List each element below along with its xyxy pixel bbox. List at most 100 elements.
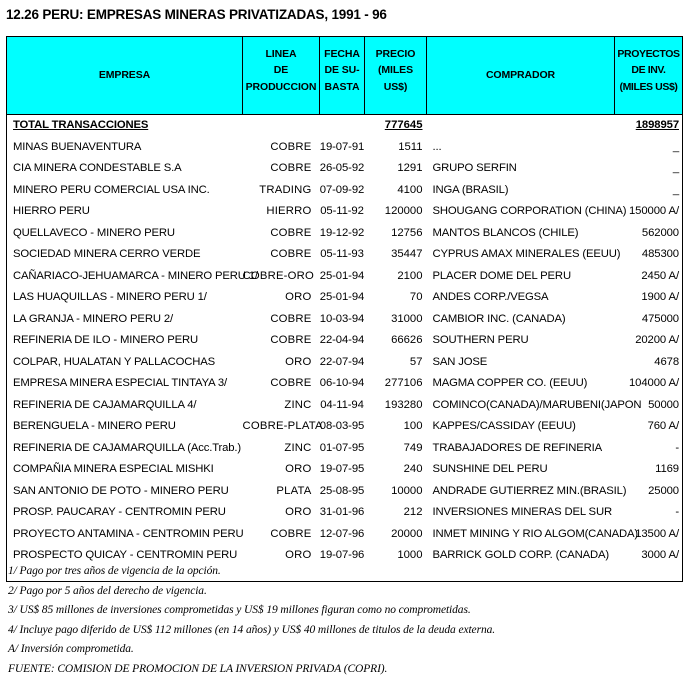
footnote: 2/ Pago por 5 años del derecho de vigenc… bbox=[8, 582, 684, 602]
cell-comprador bbox=[427, 115, 615, 137]
cell-fecha: 19-12-92 bbox=[320, 223, 365, 245]
cell-empresa: REFINERIA DE ILO - MINERO PERU bbox=[7, 330, 243, 352]
table-row: REFINERIA DE CAJAMARQUILLA (Acc.Trab.)ZI… bbox=[7, 438, 683, 460]
cell-comprador: SHOUGANG CORPORATION (CHINA) bbox=[427, 201, 615, 223]
cell-fecha: 25-01-94 bbox=[320, 266, 365, 288]
footnote: 4/ Incluye pago diferido de US$ 112 mill… bbox=[8, 621, 684, 641]
footnote: 1/ Pago por tres años de vigencia de la … bbox=[8, 562, 684, 582]
cell-empresa: HIERRO PERU bbox=[7, 201, 243, 223]
cell-precio: 277106 bbox=[365, 373, 427, 395]
cell-precio: 20000 bbox=[365, 524, 427, 546]
cell-linea: COBRE-PLATA bbox=[243, 416, 320, 438]
cell-proyectos: 562000 bbox=[615, 223, 683, 245]
footnote: A/ Inversión comprometida. bbox=[8, 640, 684, 660]
header-line: (MILES bbox=[365, 62, 426, 78]
cell-precio: 240 bbox=[365, 459, 427, 481]
cell-empresa: BERENGUELA - MINERO PERU bbox=[7, 416, 243, 438]
cell-linea: ZINC bbox=[243, 395, 320, 417]
cell-fecha: 12-07-96 bbox=[320, 524, 365, 546]
cell-precio: 2100 bbox=[365, 266, 427, 288]
cell-fecha: 31-01-96 bbox=[320, 502, 365, 524]
cell-linea: ORO bbox=[243, 352, 320, 374]
cell-empresa: REFINERIA DE CAJAMARQUILLA 4/ bbox=[7, 395, 243, 417]
header-row: EMPRESA LINEA DE PRODUCCION FECHA DE SU-… bbox=[7, 37, 683, 115]
cell-precio: 212 bbox=[365, 502, 427, 524]
cell-empresa: LAS HUAQUILLAS - MINERO PERU 1/ bbox=[7, 287, 243, 309]
cell-empresa: SAN ANTONIO DE POTO - MINERO PERU bbox=[7, 481, 243, 503]
cell-fecha: 06-10-94 bbox=[320, 373, 365, 395]
cell-fecha: 04-11-94 bbox=[320, 395, 365, 417]
column-header-linea-produccion: LINEA DE PRODUCCION bbox=[243, 37, 320, 115]
cell-comprador: PLACER DOME DEL PERU bbox=[427, 266, 615, 288]
cell-fecha: 22-07-94 bbox=[320, 352, 365, 374]
cell-linea: COBRE-ORO bbox=[243, 266, 320, 288]
cell-linea: COBRE bbox=[243, 524, 320, 546]
cell-comprador: CYPRUS AMAX MINERALES (EEUU) bbox=[427, 244, 615, 266]
cell-linea: COBRE bbox=[243, 158, 320, 180]
cell-value: TOTAL TRANSACCIONES bbox=[13, 115, 148, 137]
cell-proyectos: 4678 bbox=[615, 352, 683, 374]
header-line: FECHA bbox=[320, 46, 364, 62]
footnote: 3/ US$ 85 millones de inversiones compro… bbox=[8, 601, 684, 621]
cell-linea: COBRE bbox=[243, 223, 320, 245]
source-note: FUENTE: COMISION DE PROMOCION DE LA INVE… bbox=[8, 660, 684, 679]
header-line: DE SU- bbox=[320, 62, 364, 78]
footnotes-block: 1/ Pago por tres años de vigencia de la … bbox=[8, 562, 684, 679]
cell-proyectos: 20200 A/ bbox=[615, 330, 683, 352]
cell-precio: 66626 bbox=[365, 330, 427, 352]
cell-linea: COBRE bbox=[243, 137, 320, 159]
cell-empresa: REFINERIA DE CAJAMARQUILLA (Acc.Trab.) bbox=[7, 438, 243, 460]
cell-linea: COBRE bbox=[243, 330, 320, 352]
cell-fecha: 19-07-95 bbox=[320, 459, 365, 481]
column-header-precio: PRECIO (MILES US$) bbox=[365, 37, 427, 115]
header-line: PRODUCCION bbox=[243, 79, 319, 95]
cell-empresa: COMPAÑIA MINERA ESPECIAL MISHKI bbox=[7, 459, 243, 481]
cell-proyectos: - bbox=[615, 502, 683, 524]
cell-comprador: ANDRADE GUTIERREZ MIN.(BRASIL) bbox=[427, 481, 615, 503]
cell-precio: 31000 bbox=[365, 309, 427, 331]
cell-empresa: EMPRESA MINERA ESPECIAL TINTAYA 3/ bbox=[7, 373, 243, 395]
cell-proyectos: 1169 bbox=[615, 459, 683, 481]
cell-proyectos: _ bbox=[615, 137, 683, 159]
cell-linea: COBRE bbox=[243, 373, 320, 395]
cell-precio: 100 bbox=[365, 416, 427, 438]
cell-linea: COBRE bbox=[243, 244, 320, 266]
cell-linea: COBRE bbox=[243, 309, 320, 331]
cell-comprador: SUNSHINE DEL PERU bbox=[427, 459, 615, 481]
cell-linea bbox=[243, 115, 320, 137]
cell-linea: TRADING bbox=[243, 180, 320, 202]
header-line: PRECIO bbox=[365, 46, 426, 62]
cell-linea: ORO bbox=[243, 287, 320, 309]
cell-empresa: MINERO PERU COMERCIAL USA INC. bbox=[7, 180, 243, 202]
cell-proyectos: 485300 bbox=[615, 244, 683, 266]
cell-precio: 70 bbox=[365, 287, 427, 309]
cell-comprador: INGA (BRASIL) bbox=[427, 180, 615, 202]
table-header: EMPRESA LINEA DE PRODUCCION FECHA DE SU-… bbox=[7, 37, 683, 115]
cell-comprador: INMET MINING Y RIO ALGOM(CANADA) bbox=[427, 524, 615, 546]
cell-fecha bbox=[320, 115, 365, 137]
cell-value: 777645 bbox=[385, 115, 423, 137]
header-line: BASTA bbox=[320, 79, 364, 95]
cell-fecha: 08-03-95 bbox=[320, 416, 365, 438]
header-line: LINEA bbox=[243, 46, 319, 62]
cell-fecha: 05-11-92 bbox=[320, 201, 365, 223]
cell-proyectos: 2450 A/ bbox=[615, 266, 683, 288]
privatizations-table: EMPRESA LINEA DE PRODUCCION FECHA DE SU-… bbox=[6, 36, 683, 582]
cell-proyectos: - bbox=[615, 438, 683, 460]
cell-precio: 1511 bbox=[365, 137, 427, 159]
cell-fecha: 01-07-95 bbox=[320, 438, 365, 460]
cell-fecha: 10-03-94 bbox=[320, 309, 365, 331]
